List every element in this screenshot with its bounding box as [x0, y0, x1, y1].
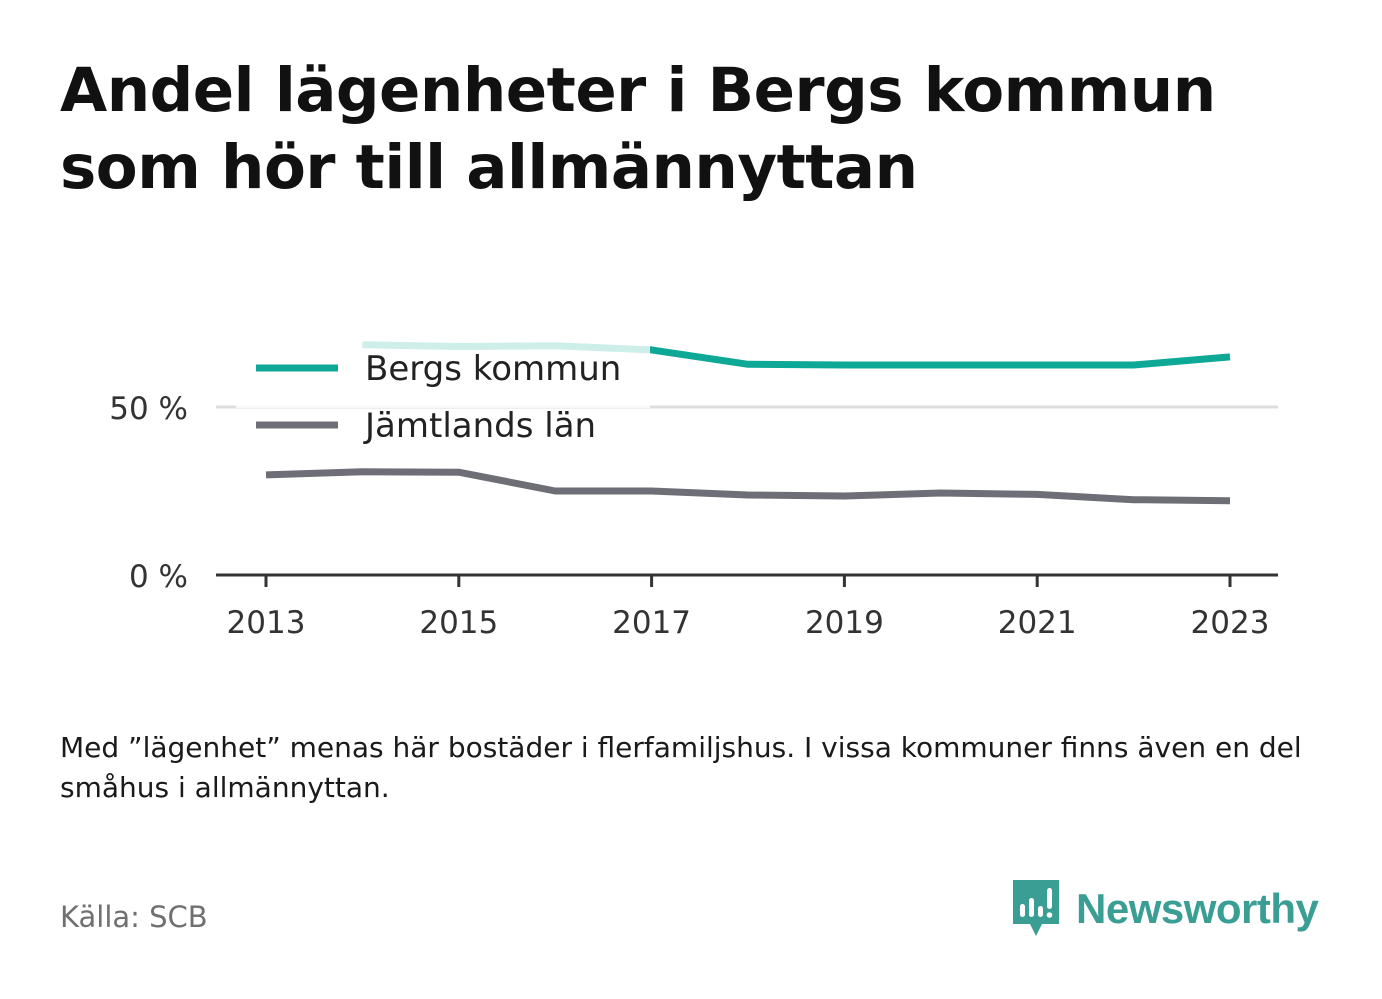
y-tick-label: 50 %	[109, 391, 188, 427]
series-line-jamtlands-lan	[265, 468, 1231, 505]
x-tick-label: 2021	[998, 605, 1077, 641]
brand-logo: Newsworthy	[1010, 878, 1319, 940]
legend: Bergs kommun Jämtlands län	[236, 338, 650, 446]
x-tick-label: 2019	[805, 605, 884, 641]
legend-label-jamtlands-lan: Jämtlands län	[363, 406, 596, 446]
x-tick-label: 2017	[612, 605, 691, 641]
x-tick-label: 2015	[419, 605, 498, 641]
chart-title: Andel lägenheter i Bergs kommun som hör …	[60, 55, 1216, 203]
newsworthy-logo-icon	[1013, 880, 1059, 936]
brand-name: Newsworthy	[1076, 885, 1319, 932]
legend-label-bergs-kommun: Bergs kommun	[365, 349, 621, 389]
legend-backdrop	[236, 338, 650, 408]
line-chart: 2013 2015 2017 2019 2021 2023 0 % 50 % Bergs k…	[109, 338, 1278, 641]
x-tick-label: 2023	[1191, 605, 1270, 641]
x-axis: 2013 2015 2017 2019 2021 2023	[216, 573, 1278, 641]
x-tick-label: 2013	[227, 605, 306, 641]
chart-note: Med ”lägenhet” menas här bostäder i fler…	[60, 731, 1302, 804]
y-axis: 0 % 50 %	[109, 391, 188, 595]
y-tick-label: 0 %	[129, 559, 188, 595]
source-label: Källa: SCB	[60, 900, 208, 934]
